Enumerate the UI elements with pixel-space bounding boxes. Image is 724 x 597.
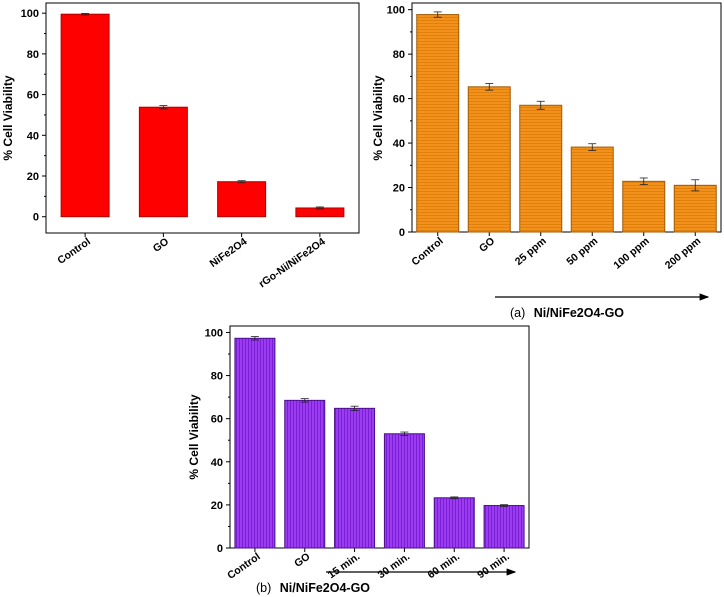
- y-axis-label: % Cell Viability: [1, 75, 15, 160]
- caption-prefix: (b): [256, 581, 271, 595]
- chart-b-time: % Cell Viability 0 20 40 60 80 100 Control GO 1…: [187, 325, 530, 596]
- category-label: 90 min.: [475, 551, 512, 582]
- y-tick-label: 20: [393, 183, 405, 195]
- category-label: 100 ppm: [611, 235, 651, 272]
- y-tick-label: 60: [393, 94, 405, 106]
- plot-frame: [45, 2, 360, 234]
- y-axis-label: % Cell Viability: [187, 394, 201, 479]
- caption-title: Ni/NiFe2O4-GO: [534, 306, 625, 320]
- bar: [483, 505, 525, 549]
- bar: [622, 180, 666, 233]
- bar: [519, 104, 563, 233]
- category-label: GO: [477, 235, 497, 255]
- chart-a-concentration: % Cell Viability 0 20 40 60 80 100 Control GO 2…: [371, 2, 722, 321]
- category-label: 200 ppm: [663, 235, 703, 272]
- category-label: Control: [409, 235, 445, 268]
- y-tick-label: 100: [21, 8, 39, 20]
- bar: [217, 181, 267, 218]
- y-tick-label: 100: [205, 327, 223, 339]
- y-tick-label: 0: [399, 227, 405, 239]
- plot-frame: [411, 2, 722, 233]
- bar: [383, 433, 425, 549]
- y-tick-label: 60: [27, 90, 39, 102]
- category-label: 30 min.: [376, 551, 413, 582]
- bar: [570, 146, 614, 233]
- y-tick-label: 40: [393, 138, 405, 150]
- bar: [433, 497, 475, 549]
- y-tick-label: 100: [387, 5, 405, 17]
- y-tick-label: 80: [27, 49, 39, 61]
- caption-title: Ni/NiFe2O4-GO: [280, 581, 371, 595]
- category-label: NiFe2O4: [208, 236, 250, 270]
- caption: (a) Ni/NiFe2O4-GO: [510, 304, 624, 321]
- y-tick-label: 40: [27, 130, 39, 142]
- chart-control-go-nife2o4: % Cell Viability 0 20 40 60 80 100 Control GO N…: [1, 2, 360, 291]
- y-axis-label: % Cell Viability: [371, 75, 385, 160]
- plot-frame: [229, 325, 530, 549]
- category-label: rGo-Ni/NiFe2O4: [257, 236, 328, 291]
- category-label: GO: [151, 236, 171, 255]
- bar: [334, 407, 376, 549]
- category-label: 60 min.: [425, 551, 462, 582]
- caption-prefix: (a): [510, 306, 525, 320]
- category-label: GO: [292, 551, 312, 570]
- category-label: 15 min.: [326, 551, 363, 582]
- bar: [416, 14, 460, 233]
- bar: [284, 399, 326, 549]
- y-tick-label: 0: [33, 212, 39, 224]
- bar: [234, 337, 276, 549]
- caption: (b) Ni/NiFe2O4-GO: [256, 579, 370, 596]
- y-tick-label: 80: [393, 49, 405, 61]
- y-tick-label: 20: [211, 500, 223, 512]
- bar: [138, 106, 188, 218]
- bar: [467, 86, 511, 233]
- y-tick-label: 40: [211, 457, 223, 469]
- bar: [60, 13, 110, 218]
- category-label: Control: [55, 236, 93, 267]
- bar: [673, 184, 717, 233]
- category-label: Control: [225, 551, 263, 582]
- y-tick-label: 20: [27, 171, 39, 183]
- category-label: 25 ppm: [513, 235, 549, 268]
- y-tick-label: 80: [211, 371, 223, 383]
- y-tick-label: 0: [217, 543, 223, 555]
- y-tick-label: 60: [211, 414, 223, 426]
- category-label: 50 ppm: [564, 235, 600, 268]
